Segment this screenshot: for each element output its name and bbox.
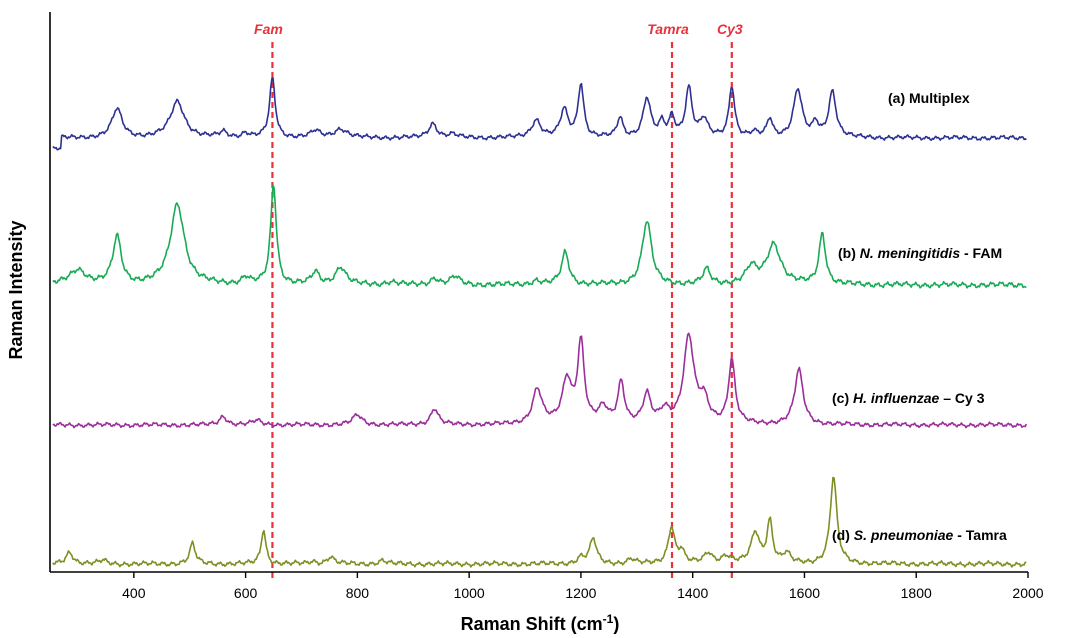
x-tick-label: 1800 [901, 585, 932, 601]
series-label-prefix: (b) [838, 245, 860, 261]
spectrum-line-a [52, 77, 1027, 151]
series-label-suffix: - Tamra [953, 527, 1007, 543]
marker-lines: Fam Tamra Cy3 [254, 21, 743, 582]
series-label-species: H. influenzae [853, 390, 940, 406]
spectrum-line-b [52, 184, 1027, 289]
x-axis-title: Raman Shift (cm-1) [461, 612, 620, 634]
x-tick-label: 800 [346, 585, 370, 601]
spectrum-line-c [52, 332, 1028, 429]
series-label-suffix: Multiplex [909, 90, 970, 106]
series-label-c: (c) H. influenzae – Cy 3 [832, 390, 985, 406]
spectra-series: (a) Multiplex (b) N. meningitidis - FAM (c… [52, 77, 1028, 568]
x-tick-label: 600 [234, 585, 258, 601]
x-tick-label: 400 [122, 585, 146, 601]
series-label-b: (b) N. meningitidis - FAM [838, 245, 1002, 261]
series-label-prefix: (a) [888, 90, 909, 106]
series-label-prefix: (c) [832, 390, 853, 406]
x-axis-title-main: Raman Shift (cm [461, 614, 603, 634]
x-ticks: 400 600 800 1000 1200 1400 1600 1800 2000 [122, 572, 1044, 601]
series-label-species: S. pneumoniae [854, 527, 954, 543]
x-tick-label: 1400 [677, 585, 708, 601]
series-label-species: N. meningitidis [860, 245, 961, 261]
series-label-prefix: (d) [832, 527, 854, 543]
spectrum-line-d [52, 476, 1027, 568]
series-label-suffix: – Cy 3 [939, 390, 984, 406]
x-axis-title-close: ) [613, 614, 619, 634]
x-axis-title-superscript: -1 [603, 612, 614, 626]
series-label-a: (a) Multiplex [888, 90, 970, 106]
marker-label-fam: Fam [254, 21, 283, 37]
y-axis-title: Raman Intensity [6, 220, 26, 359]
marker-label-tamra: Tamra [647, 21, 689, 37]
x-tick-label: 1000 [454, 585, 485, 601]
series-label-d: (d) S. pneumoniae - Tamra [832, 527, 1007, 543]
x-tick-label: 1200 [565, 585, 596, 601]
x-tick-label: 1600 [789, 585, 820, 601]
x-tick-label: 2000 [1012, 585, 1043, 601]
series-label-suffix: - FAM [960, 245, 1002, 261]
marker-label-cy3: Cy3 [717, 21, 743, 37]
axes [49, 12, 1028, 573]
